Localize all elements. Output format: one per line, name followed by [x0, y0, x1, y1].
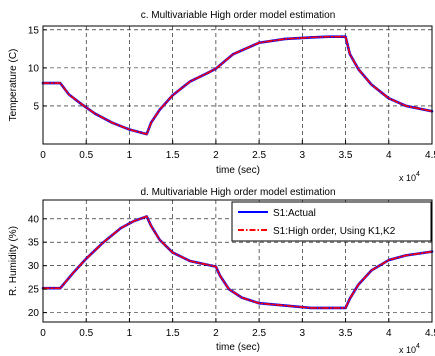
panel-d-ylabel: R. Humidity (%): [8, 226, 19, 296]
y-tick-label: 25: [28, 285, 40, 296]
panel-c-axes-box: [42, 25, 433, 145]
panel-d-y-ticks: 20 25 30 35 40: [28, 214, 47, 319]
panel-c-y-ticks: 5 10 15: [28, 25, 47, 112]
panel-c-x-ticks: 0 0.5 1 1.5 2 2.5 3 3.5 4 4.5: [40, 140, 435, 161]
x-tick-label: 1.5: [166, 328, 180, 339]
panel-d-title: d. Multivariable High order model estima…: [140, 187, 335, 198]
panel-d-series: [41, 215, 434, 310]
panel-humidity: d. Multivariable High order model estima…: [8, 187, 435, 355]
panel-d-xlabel: time (sec): [216, 342, 260, 353]
series-model-line: [42, 215, 433, 309]
x-tick-label: 4: [386, 328, 392, 339]
panel-d-x-exponent: x 104: [399, 343, 420, 355]
x-tick-label: 2.5: [252, 328, 266, 339]
x-tick-label: 2: [213, 150, 219, 161]
x-tick-label: 2: [213, 328, 219, 339]
panel-d-x-exponent-power: 4: [416, 343, 420, 350]
x-tick-label: 3.5: [339, 328, 353, 339]
panel-c-x-exponent: x 104: [399, 171, 420, 183]
y-tick-label: 20: [28, 308, 40, 319]
x-tick-label: 3.5: [339, 150, 353, 161]
x-tick-label: 0.5: [79, 328, 93, 339]
panel-c-xlabel: time (sec): [216, 165, 260, 176]
x-tick-label: 4: [386, 150, 392, 161]
panel-c-title: c. Multivariable High order model estima…: [141, 10, 336, 21]
panel-c-grid: [43, 26, 432, 144]
panel-d-axes-box: [42, 199, 433, 323]
y-tick-label: 35: [28, 238, 40, 249]
x-tick-label: 1: [127, 328, 133, 339]
y-tick-label: 15: [28, 25, 40, 36]
x-tick-label: 3: [300, 328, 306, 339]
panel-c-series: [41, 35, 434, 136]
legend-box: [231, 201, 432, 242]
x-tick-label: 1: [127, 150, 133, 161]
panel-c-ylabel: Temperature (C): [8, 49, 19, 122]
x-tick-label: 3: [300, 150, 306, 161]
panel-c-x-exponent-base: x 10: [399, 173, 416, 183]
x-tick-label: 0: [40, 150, 46, 161]
x-tick-label: 4.5: [425, 328, 435, 339]
legend-label-actual: S1:Actual: [273, 208, 316, 219]
legend-label-high-order: S1:High order, Using K1,K2: [273, 226, 396, 237]
y-tick-label: 40: [28, 214, 40, 225]
y-tick-label: 10: [28, 63, 40, 74]
x-tick-label: 0: [40, 328, 46, 339]
series-actual-line: [41, 35, 434, 136]
panel-d-x-ticks: 0 0.5 1 1.5 2 2.5 3 3.5 4 4.5: [40, 318, 435, 339]
x-tick-label: 2.5: [252, 150, 266, 161]
x-tick-label: 0.5: [79, 150, 93, 161]
legend: S1:Actual S1:High order, Using K1,K2: [231, 201, 432, 242]
panel-c-x-exponent-power: 4: [416, 171, 420, 178]
panel-d-x-exponent-base: x 10: [399, 345, 416, 355]
panel-temperature: c. Multivariable High order model estima…: [8, 10, 435, 183]
x-tick-label: 1.5: [166, 150, 180, 161]
y-tick-label: 5: [33, 101, 39, 112]
series-model-line: [42, 35, 433, 135]
y-tick-label: 30: [28, 261, 40, 272]
x-tick-label: 4.5: [425, 150, 435, 161]
